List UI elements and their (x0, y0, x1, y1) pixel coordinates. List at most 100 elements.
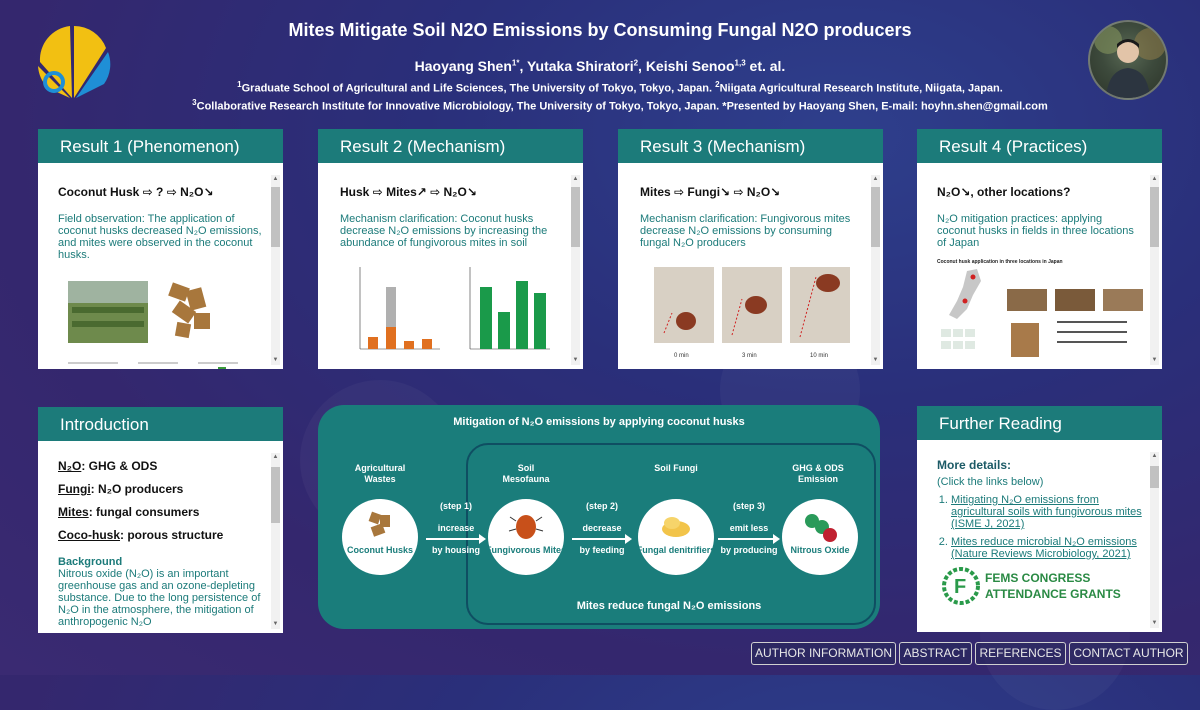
further-subtitle: (Click the links below) (937, 476, 1044, 488)
step-label: (step 2) (585, 501, 618, 511)
result3-title: Mites ⇨ Fungi↘ ⇨ N₂O↘ (640, 185, 781, 199)
coconut-husk-node: Coconut Husks (342, 499, 418, 575)
time-label: 3 min (742, 353, 757, 359)
intro-item: N₂O: GHG & ODS (58, 459, 263, 473)
scrollbar[interactable]: ▲ ▼ (1150, 175, 1159, 365)
further-title: More details: (937, 458, 1012, 472)
reading-item: Mitigating N₂O emissions from agricultur… (951, 494, 1142, 530)
arrow-icon (426, 534, 486, 544)
reading-list: Mitigating N₂O emissions from agricultur… (937, 494, 1142, 560)
step-action: emit less (729, 523, 769, 533)
node-label: Fungivorous Mites (486, 545, 567, 555)
author-name: , Yutaka Shiratori (519, 58, 634, 74)
intro-desc: : GHG & ODS (81, 459, 158, 473)
arrow-icon (718, 534, 780, 544)
intro-item: Mites: fungal consumers (58, 505, 263, 519)
result1-figure (68, 281, 238, 369)
result1-header: Result 1 (Phenomenon) (38, 129, 283, 163)
result4-panel[interactable]: Result 4 (Practices) N₂O↘, other locatio… (917, 129, 1162, 369)
mitigation-diagram: Mitigation of N₂O emissions by applying … (318, 405, 880, 629)
diagram-title: Mitigation of N₂O emissions by applying … (453, 416, 745, 428)
result4-figure-title: Coconut husk application in three locati… (937, 259, 1063, 265)
result3-header: Result 3 (Mechanism) (618, 129, 883, 163)
result3-figure: 0 min 3 min 10 min (654, 267, 850, 359)
step-detail: by producing (720, 545, 778, 555)
result4-text: N₂O mitigation practices: applying cocon… (937, 213, 1134, 249)
result4-title: N₂O↘, other locations? (937, 185, 1071, 199)
intro-desc: : fungal consumers (88, 505, 200, 519)
step-detail: by housing (432, 545, 480, 555)
step-detail: by feeding (579, 545, 625, 555)
scrollbar[interactable]: ▲ ▼ (871, 175, 880, 365)
col-label: Agricultural Wastes (354, 463, 406, 484)
intro-item: Coco-husk: porous structure (58, 528, 263, 542)
affiliation-mark: 3 (192, 97, 197, 107)
node-label: Coconut Husks (346, 545, 413, 555)
step-label: (step 1) (439, 501, 472, 511)
coconut-icon (368, 511, 390, 537)
intro-desc: : porous structure (120, 528, 224, 542)
further-reading-header: Further Reading (917, 406, 1162, 440)
result3-panel[interactable]: Result 3 (Mechanism) Mites ⇨ Fungi↘ ⇨ N₂… (618, 129, 883, 369)
poster-title: Mites Mitigate Soil N2O Emissions by Con… (288, 20, 912, 40)
result1-title: Coconut Husk ⇨ ? ⇨ N₂O↘ (58, 185, 214, 199)
intro-term: Coco-husk (58, 528, 121, 542)
author-name: Haoyang Shen (414, 58, 512, 74)
author-affiliation-mark: 2 (633, 58, 639, 68)
result4-figure (941, 269, 1143, 357)
mite-icon (508, 515, 544, 539)
node-label: Fungal denitrifiers (636, 545, 716, 555)
reading-link-1[interactable]: Mitigating N₂O emissions from agricultur… (951, 494, 1142, 530)
arrow-icon (572, 534, 632, 544)
author-photo (1088, 20, 1168, 100)
fems-grant-badge: F FEMS CONGRESS ATTENDANCE GRANTS (937, 566, 1142, 606)
contact-author-button[interactable]: CONTACT AUTHOR (1069, 642, 1188, 665)
affiliations: 1Graduate School of Agricultural and Lif… (170, 78, 1070, 113)
grant-text: FEMS CONGRESS ATTENDANCE GRANTS (985, 570, 1121, 602)
author-name: , Keishi Senoo (638, 58, 735, 74)
affiliation-1: Graduate School of Agricultural and Life… (241, 82, 716, 95)
intro-item: Fungi: N₂O producers (58, 482, 263, 496)
author-affiliation-mark: 1,3 (734, 58, 746, 68)
affiliation-3: Collaborative Research Institute for Inn… (196, 100, 1048, 113)
references-button[interactable]: REFERENCES (975, 642, 1066, 665)
further-reading-panel[interactable]: Further Reading More details: (Click the… (917, 406, 1162, 632)
affiliation-mark: 2 (715, 80, 720, 89)
university-logo (38, 25, 111, 98)
nitrous-oxide-node: Nitrous Oxide (782, 499, 858, 575)
intro-term: Mites (58, 505, 89, 519)
col-label: GHG & ODS Emission (792, 463, 844, 484)
result2-header: Result 2 (Mechanism) (318, 129, 583, 163)
result2-panel[interactable]: Result 2 (Mechanism) Husk ⇨ Mites↗ ⇨ N₂O… (318, 129, 583, 369)
intro-term: N₂O (58, 459, 82, 473)
result1-text: Field observation: The application of co… (58, 213, 262, 261)
result3-text: Mechanism clarification: Fungivorous mit… (640, 213, 851, 249)
result1-panel[interactable]: Result 1 (Phenomenon) Coconut Husk ⇨ ? ⇨… (38, 129, 283, 369)
introduction-panel[interactable]: Introduction N₂O: GHG & ODS Fungi: N₂O p… (38, 407, 283, 633)
result2-title: Husk ⇨ Mites↗ ⇨ N₂O↘ (340, 185, 477, 199)
author-information-button[interactable]: AUTHOR INFORMATION (751, 642, 896, 665)
scrollbar[interactable]: ▲ ▼ (271, 175, 280, 365)
mites-node: Fungivorous Mites (486, 499, 567, 575)
reading-item: Mites reduce microbial N₂O emissions (Na… (951, 536, 1142, 560)
step-label: (step 3) (732, 501, 765, 511)
diagram-footer: Mites reduce fungal N₂O emissions (576, 600, 762, 612)
fungi-icon (662, 517, 690, 537)
grant-line: FEMS CONGRESS (985, 571, 1091, 585)
introduction-header: Introduction (38, 407, 283, 441)
node-label: Nitrous Oxide (790, 545, 850, 555)
background-text: Nitrous oxide (N₂O) is an important gree… (58, 568, 261, 628)
author-suffix: et. al. (745, 58, 786, 74)
scrollbar[interactable]: ▲ ▼ (271, 453, 280, 629)
result2-text: Mechanism clarification: Coconut husks d… (340, 213, 548, 249)
abstract-button[interactable]: ABSTRACT (899, 642, 972, 665)
step-action: increase (437, 523, 475, 533)
result4-header: Result 4 (Practices) (917, 129, 1162, 163)
time-label: 10 min (810, 353, 828, 359)
reading-link-2[interactable]: Mites reduce microbial N₂O emissions (Na… (951, 536, 1137, 560)
col-label: Soil Mesofauna (502, 463, 550, 484)
affiliation-2: Niigata Agricultural Research Institute,… (719, 82, 1003, 95)
intro-term: Fungi (58, 482, 91, 496)
scrollbar[interactable]: ▲ ▼ (1150, 452, 1159, 628)
scrollbar[interactable]: ▲ ▼ (571, 175, 580, 365)
